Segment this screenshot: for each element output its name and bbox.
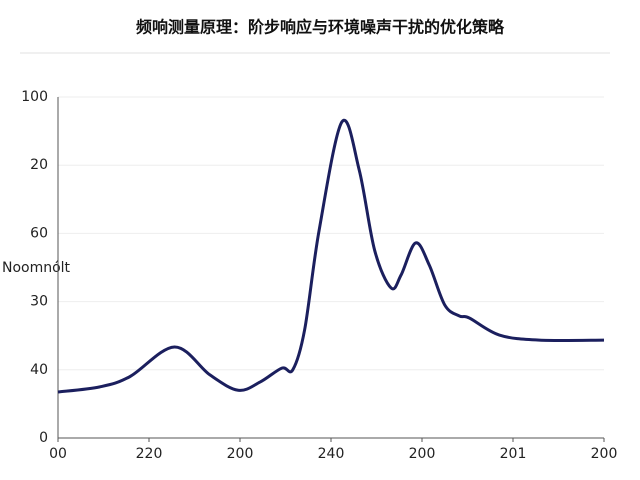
x-tick-label: 00 — [49, 446, 67, 462]
y-tick-label: 40 — [30, 362, 48, 378]
y-tick-label: 60 — [30, 225, 48, 241]
y-tick-label: 0 — [39, 430, 48, 446]
x-tick-label: 240 — [318, 446, 345, 462]
x-tick-label: 200 — [591, 446, 618, 462]
x-tick-label: 200 — [409, 446, 436, 462]
chart-title: 频响测量原理：阶步响应与环境噪声干扰的优化策略 — [136, 18, 505, 37]
y-axis-label: Noomnólt — [2, 260, 71, 276]
y-tick-label: 20 — [30, 157, 48, 173]
data-line — [57, 118, 605, 394]
y-tick-label: 100 — [21, 89, 48, 105]
y-tick-label: 30 — [30, 294, 48, 310]
x-tick-label: 200 — [227, 446, 254, 462]
x-tick-label: 220 — [136, 446, 163, 462]
x-tick-label: 201 — [500, 446, 527, 462]
